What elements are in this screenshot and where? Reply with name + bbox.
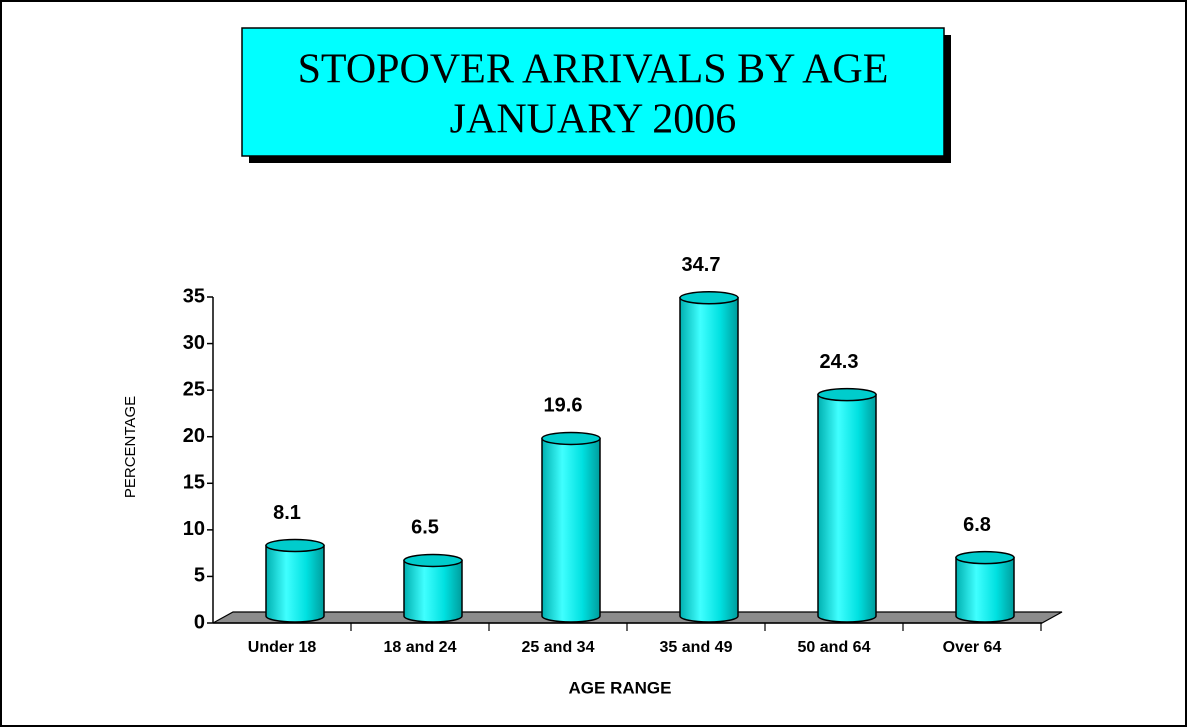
bar — [541, 437, 601, 623]
y-tick-label: 0 — [194, 611, 205, 633]
y-tick-label: 35 — [183, 285, 205, 307]
value-label: 34.7 — [682, 254, 721, 276]
x-axis-label: AGE RANGE — [569, 678, 672, 697]
bar-top — [955, 550, 1015, 565]
y-tick-label: 5 — [194, 565, 205, 587]
title-box — [241, 27, 945, 157]
y-tick-label: 20 — [183, 425, 205, 447]
x-tick-label: Under 18 — [248, 639, 317, 656]
bar-top — [679, 291, 739, 305]
x-tick-label: 35 and 49 — [660, 639, 733, 656]
bar — [955, 556, 1015, 623]
bar-top — [541, 431, 601, 446]
bar — [679, 297, 739, 623]
x-tick-label: Over 64 — [943, 639, 1002, 656]
y-tick-label: 30 — [183, 332, 205, 354]
x-tick-label: 25 and 34 — [522, 639, 595, 656]
bar — [265, 544, 325, 623]
value-label: 6.8 — [963, 514, 991, 536]
y-tick-label: 15 — [183, 472, 205, 494]
y-tick-label: 25 — [183, 378, 205, 400]
value-label: 8.1 — [273, 502, 301, 524]
chart-subtitle: JANUARY 2006 — [450, 97, 737, 143]
bar-top — [817, 387, 877, 402]
bar — [403, 559, 463, 623]
chart-title: STOPOVER ARRIVALS BY AGE — [298, 47, 889, 93]
bar — [817, 393, 877, 623]
y-axis-label: PERCENTAGE — [122, 396, 139, 498]
floor — [212, 611, 1063, 624]
value-label: 19.6 — [544, 395, 583, 417]
bar-top — [403, 553, 463, 568]
x-tick-label: 18 and 24 — [384, 639, 457, 656]
y-tick-label: 10 — [183, 518, 205, 540]
value-label: 6.5 — [411, 517, 439, 539]
value-label: 24.3 — [820, 351, 859, 373]
bar-top — [265, 538, 325, 553]
x-tick-label: 50 and 64 — [798, 639, 871, 656]
